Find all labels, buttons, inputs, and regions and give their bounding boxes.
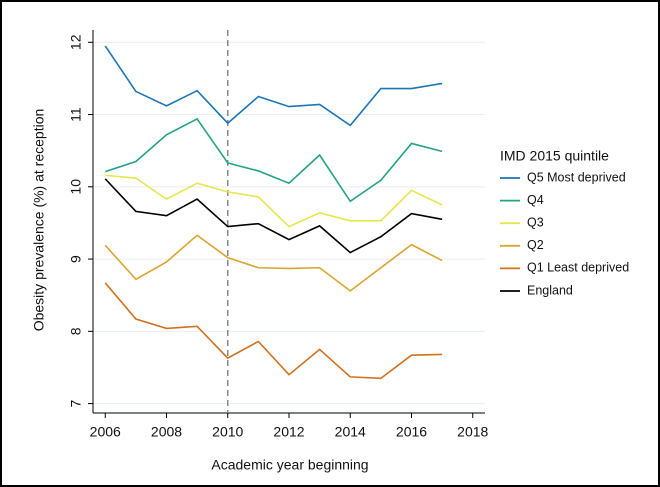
x-tick-label: 2006 (90, 424, 121, 440)
legend-label: Q4 (527, 193, 544, 207)
series-line (104, 45, 443, 127)
legend-label: Q1 Least deprived (527, 261, 629, 275)
x-tick-label: 2016 (396, 424, 427, 440)
x-tick-label: 2012 (273, 424, 304, 440)
y-tick-label: 11 (68, 107, 84, 122)
legend-label: Q3 (527, 215, 544, 229)
y-tick-label: 12 (68, 34, 84, 50)
series-line (105, 174, 443, 228)
series-line (104, 234, 443, 292)
legend-title: IMD 2015 quintile (500, 148, 609, 164)
y-tick-label: 7 (68, 400, 84, 408)
y-axis-label: Obesity prevalence (%) at reception (31, 109, 47, 332)
x-tick-label: 2018 (457, 424, 488, 440)
legend-label: England (527, 283, 573, 297)
x-tick-label: 2008 (151, 424, 182, 440)
series-line (104, 178, 443, 254)
x-tick-label: 2010 (212, 424, 243, 440)
y-tick-label: 10 (68, 179, 84, 195)
series-line (104, 282, 443, 380)
y-tick-label: 8 (68, 327, 84, 335)
y-tick-label: 9 (68, 255, 84, 263)
x-tick-label: 2014 (335, 424, 366, 440)
series-line (104, 117, 443, 203)
x-axis-label: Academic year beginning (211, 457, 368, 473)
legend-label: Q5 Most deprived (527, 170, 626, 184)
legend-label: Q2 (527, 238, 544, 252)
